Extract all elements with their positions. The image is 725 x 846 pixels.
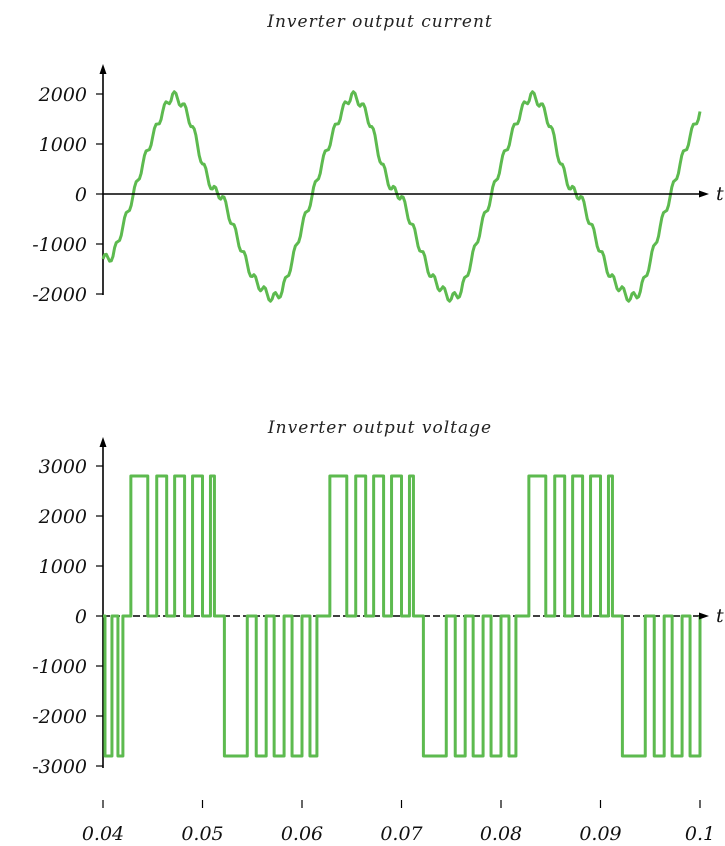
current-x-axis-arrow — [699, 190, 709, 198]
voltage-x-axis-arrow — [699, 612, 709, 620]
voltage-x-tick-label: 0.06 — [281, 823, 323, 845]
voltage-y-ticks: -3000 -2000 -1000 0 1000 2000 3000 — [32, 456, 103, 778]
voltage-y-tick-label: -3000 — [32, 756, 87, 778]
current-chart: Inverter output current -2000 -1000 0 1000 2… — [32, 12, 724, 306]
voltage-chart-title: Inverter output voltage — [267, 418, 492, 438]
current-y-ticks: -2000 -1000 0 1000 2000 — [32, 84, 103, 306]
current-x-axis-label: t — [716, 183, 724, 205]
voltage-y-tick-label: -1000 — [32, 656, 87, 678]
voltage-x-tick-label: 0.04 — [82, 823, 124, 845]
voltage-chart: Inverter output voltage -3000 -2000 -1000 0… — [32, 418, 724, 845]
voltage-y-tick-label: 3000 — [39, 456, 87, 478]
current-y-tick-label: 2000 — [38, 84, 87, 106]
voltage-x-tick-label: 0.07 — [380, 823, 423, 845]
voltage-series-line — [103, 474, 702, 758]
current-chart-title: Inverter output current — [266, 12, 493, 32]
current-y-tick-label: -1000 — [32, 234, 87, 256]
voltage-x-tick-label: 0.05 — [181, 823, 223, 845]
current-series-line — [101, 90, 702, 303]
current-y-tick-label: 0 — [75, 184, 87, 206]
current-y-tick-label: 1000 — [39, 134, 87, 156]
voltage-x-axis-label: t — [716, 605, 724, 627]
voltage-x-ticks: 0.04 0.05 0.06 0.07 0.08 0.09 0.1 — [82, 800, 715, 845]
voltage-y-axis-arrow — [99, 437, 107, 447]
current-y-tick-label: -2000 — [32, 284, 87, 306]
current-y-axis-arrow — [99, 64, 107, 74]
voltage-y-tick-label: 0 — [75, 606, 87, 628]
voltage-y-tick-label: 1000 — [39, 556, 87, 578]
voltage-x-tick-label: 0.08 — [480, 823, 522, 845]
voltage-y-tick-label: 2000 — [38, 506, 87, 528]
voltage-y-tick-label: -2000 — [32, 706, 87, 728]
voltage-x-tick-label: 0.09 — [579, 823, 621, 845]
voltage-x-tick-label: 0.1 — [685, 823, 715, 845]
